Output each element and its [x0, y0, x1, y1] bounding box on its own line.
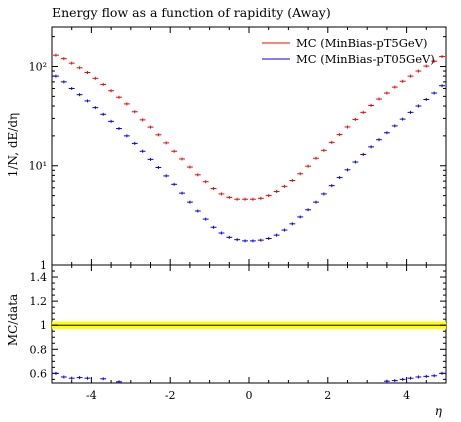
ticks-layer: -4 -2 0 2 4 1 10¹ 10² 0.6 0.8 1 1.2 1.4: [29, 27, 447, 402]
x-tick-label: 0: [246, 389, 253, 402]
x-tick-label: -2: [165, 389, 176, 402]
legend-label-red: MC (MinBias-pT5GeV): [296, 36, 427, 50]
series-layer: [53, 53, 445, 243]
ratio-y-tick-label: 1.4: [30, 271, 48, 284]
x-tick-label: -4: [86, 389, 97, 402]
ratio-y-tick-label: 1: [40, 319, 47, 332]
main-y-axis-label: 1/N, dE/dη: [6, 113, 20, 177]
ratio-y-tick-label: 0.8: [30, 343, 48, 356]
ratio-y-tick-label: 0.6: [30, 367, 48, 380]
ratio-y-axis-label: MC/data: [6, 294, 20, 346]
x-tick-label: 4: [403, 389, 410, 402]
main-y-tick-label: 10¹: [29, 160, 47, 173]
legend-label-blue: MC (MinBias-pT05GeV): [296, 52, 435, 66]
x-tick-label: 2: [324, 389, 331, 402]
chart-title: Energy flow as a function of rapidity (A…: [52, 5, 331, 20]
legend: MC (MinBias-pT5GeV) MC (MinBias-pT05GeV): [262, 36, 435, 66]
main-y-tick-label: 10²: [29, 60, 47, 73]
ratio-y-tick-label: 1.2: [30, 295, 48, 308]
ratio-band-layer: [52, 321, 446, 329]
x-axis-label: η: [435, 404, 443, 418]
ratio-series-layer: [53, 371, 445, 384]
main-y-tick-label: 1: [40, 259, 47, 272]
